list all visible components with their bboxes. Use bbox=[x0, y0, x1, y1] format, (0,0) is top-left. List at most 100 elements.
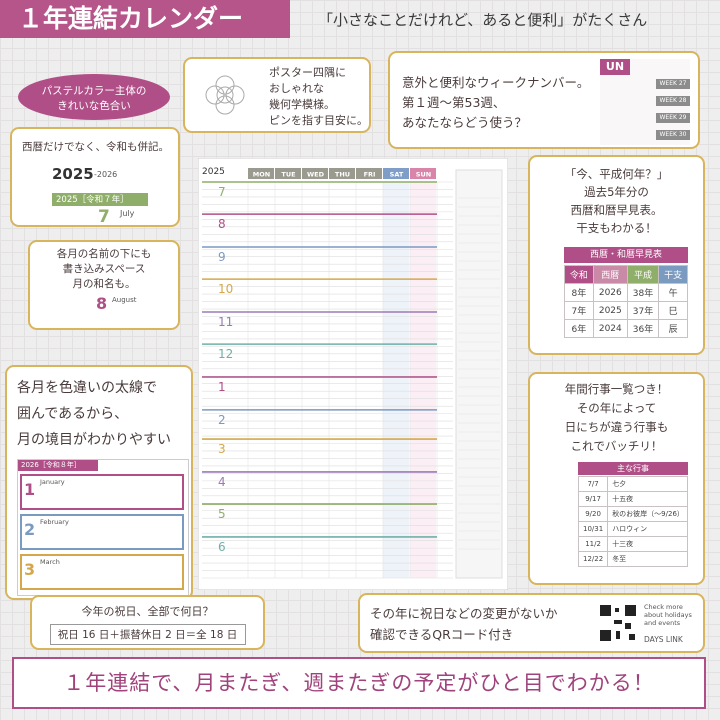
table-cell: 6年 bbox=[564, 319, 594, 338]
callout-text: 意外と便利なウィークナンバー。 第１週〜第53週、 あなたならどう使う？ bbox=[402, 73, 589, 133]
year: 2025 bbox=[52, 165, 94, 183]
table-row: 10/31 ハロウィン bbox=[577, 521, 688, 537]
table-header: 平成 bbox=[626, 265, 660, 284]
table-cell: 秋のお彼岸（〜9/26） bbox=[607, 506, 688, 522]
month-number: 12 bbox=[218, 347, 233, 361]
month-frame bbox=[20, 474, 184, 510]
weekday-label: TUE bbox=[281, 171, 295, 179]
text-line: おしゃれな bbox=[269, 82, 324, 95]
weekday-header bbox=[329, 168, 355, 179]
tagline: 「小さなことだけれど、あると便利」がたくさん bbox=[318, 11, 648, 29]
era-table: 令和 西暦 平成 干支 8年 2026 38年午 7年 2025 37年巳 6年 2024 36年辰 bbox=[564, 265, 688, 338]
month-number: 3 bbox=[218, 442, 226, 456]
callout: 「今、平成何年？」 過去5年分の 西暦和暦早見表。 干支もわかる！ 西暦・和暦早見表 … bbox=[528, 155, 705, 355]
text-line: ポスター四隅に bbox=[269, 66, 346, 79]
table-cell: 38年 bbox=[626, 283, 660, 302]
weekday-header bbox=[383, 168, 409, 179]
callout-text: 各月の名前の下にも 書き込みスペース 月の和名も。 bbox=[30, 247, 178, 292]
table-cell: 七夕 bbox=[607, 476, 688, 492]
weekday-header bbox=[356, 168, 382, 179]
table-row: 11/2 十三夜 bbox=[577, 536, 688, 552]
table-header: 西暦 bbox=[592, 265, 628, 284]
callout: 年間行事一覧つき！ その年によって 日にちが違う行事も これでバッチリ！ 主な行事 7… bbox=[528, 372, 705, 585]
weekday-label: SAT bbox=[390, 171, 404, 179]
qr-brand: DAYS LINK bbox=[644, 635, 683, 644]
text-line: 月の境目がわかりやすい bbox=[17, 432, 171, 448]
week-label: WEEK 28 bbox=[656, 96, 690, 106]
week-label: WEEK 30 bbox=[656, 130, 690, 140]
text-line: 幾何学模様。 bbox=[269, 98, 335, 111]
month-number: 5 bbox=[218, 507, 226, 521]
events-table: 7/7 七夕 9/17 十五夜 9/20 秋のお彼岸（〜9/26） 10/31 ハロウィン 11… bbox=[577, 476, 688, 567]
month-number: 6 bbox=[218, 540, 226, 554]
qr-caption: Check more about holidays and events bbox=[644, 603, 692, 627]
month-number: 2 bbox=[24, 520, 36, 539]
week-label: WEEK 29 bbox=[656, 113, 690, 123]
table-cell: 十三夜 bbox=[607, 536, 688, 552]
month-name: July bbox=[120, 209, 135, 218]
text-line: 西暦和暦早見表。 bbox=[570, 203, 663, 217]
table-row: 令和 西暦 平成 干支 bbox=[564, 265, 688, 284]
callout-text: 「今、平成何年？」 過去5年分の 西暦和暦早見表。 干支もわかる！ bbox=[530, 165, 703, 237]
month-name: January bbox=[40, 478, 65, 486]
month-number: 9 bbox=[218, 250, 226, 264]
table-cell: 12/22 bbox=[577, 551, 609, 567]
week-tab: UN bbox=[600, 59, 630, 75]
callout: 各月を色違いの太線で 囲んであるから、 月の境目がわかりやすい 2026［令和８年］… bbox=[5, 365, 193, 600]
table-cell: 10/31 bbox=[577, 521, 609, 537]
callout: 西暦だけでなく、令和も併記。 2025 -2026 2025［令和７年］ 7 J… bbox=[10, 127, 180, 227]
text-line: 意外と便利なウィークナンバー。 bbox=[402, 75, 590, 90]
table-cell: 辰 bbox=[658, 319, 688, 338]
table-cell: 8年 bbox=[564, 283, 594, 302]
month-number: 11 bbox=[218, 315, 233, 329]
weekday-header bbox=[302, 168, 328, 179]
text-line: その年に祝日などの変更がないか bbox=[370, 606, 558, 621]
callout-text: 各月を色違いの太線で 囲んであるから、 月の境目がわかりやすい bbox=[17, 375, 171, 453]
table-row: 9/17 十五夜 bbox=[577, 491, 688, 507]
table-cell: 2025 bbox=[592, 301, 628, 320]
table-title: 西暦・和暦早見表 bbox=[564, 247, 688, 263]
table-row: 8年 2026 38年午 bbox=[564, 283, 688, 302]
era-label: 2025［令和７年］ bbox=[52, 193, 148, 206]
month-name: March bbox=[40, 558, 60, 566]
table-cell: 11/2 bbox=[577, 536, 609, 552]
month-number: 1 bbox=[24, 480, 36, 499]
callout-text: 今年の祝日、全部で何日？ bbox=[81, 605, 214, 618]
callout-text: その年に祝日などの変更がないか 確認できるQRコード付き bbox=[370, 603, 558, 645]
table-cell: ハロウィン bbox=[607, 521, 688, 537]
table-cell: 午 bbox=[658, 283, 688, 302]
month-number: 2 bbox=[218, 413, 226, 427]
callout: 各月の名前の下にも 書き込みスペース 月の和名も。 8 August bbox=[28, 240, 180, 330]
table-cell: 37年 bbox=[626, 301, 660, 320]
month-number: 8 bbox=[96, 294, 108, 313]
calendar-year: 2025 bbox=[202, 167, 225, 177]
table-cell: 7/7 bbox=[577, 476, 609, 492]
weekday-header bbox=[275, 168, 301, 179]
badge: パステルカラー主体の きれいな色合い bbox=[18, 74, 170, 120]
title: １年連結カレンダー bbox=[0, 0, 290, 38]
weekday-header bbox=[248, 168, 274, 179]
table-cell: 9/17 bbox=[577, 491, 609, 507]
table-row: 6年 2024 36年辰 bbox=[564, 319, 688, 338]
text-line: 干支もわかる！ bbox=[576, 221, 657, 235]
table-cell: 7年 bbox=[564, 301, 594, 320]
week-inset: UN WEEK 27 WEEK 28 WEEK 29 WEEK 30 bbox=[600, 59, 690, 145]
table-cell: 2026 bbox=[592, 283, 628, 302]
year-next: -2026 bbox=[94, 170, 118, 179]
table-cell: 十五夜 bbox=[607, 491, 688, 507]
month-number: 10 bbox=[218, 282, 233, 296]
text-line: 日にちが違う行事も bbox=[564, 420, 669, 434]
text-line: あなたならどう使う？ bbox=[402, 115, 528, 130]
callout: 意外と便利なウィークナンバー。 第１週〜第53週、 あなたならどう使う？ UN WEE… bbox=[388, 51, 700, 149]
table-header: 令和 bbox=[564, 265, 594, 284]
table-cell: 9/20 bbox=[577, 506, 609, 522]
sun-column bbox=[410, 182, 436, 578]
inset-label: 2026［令和８年］ bbox=[18, 460, 98, 471]
sat-column bbox=[383, 182, 409, 578]
text-line: 各月を色違いの太線で bbox=[17, 380, 157, 396]
table-cell: 2024 bbox=[592, 319, 628, 338]
text-line: 西暦だけでなく、令和も併記。 bbox=[22, 141, 169, 153]
table-cell: 巳 bbox=[658, 301, 688, 320]
table-row: 9/20 秋のお彼岸（〜9/26） bbox=[577, 506, 688, 522]
